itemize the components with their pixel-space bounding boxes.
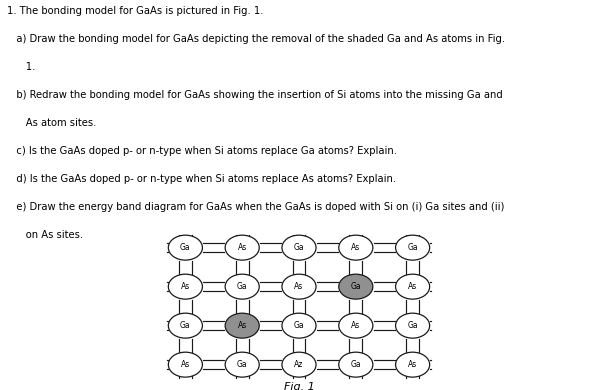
Text: As: As <box>351 243 361 252</box>
Ellipse shape <box>282 352 316 377</box>
Text: Ga: Ga <box>350 360 361 369</box>
Ellipse shape <box>225 235 260 260</box>
Text: Fig. 1: Fig. 1 <box>283 382 315 390</box>
Text: Ga: Ga <box>180 243 191 252</box>
Text: As: As <box>351 321 361 330</box>
Text: Ga: Ga <box>237 360 248 369</box>
Text: As: As <box>408 360 417 369</box>
Text: e) Draw the energy band diagram for GaAs when the GaAs is doped with Si on (i) G: e) Draw the energy band diagram for GaAs… <box>7 202 505 213</box>
Ellipse shape <box>395 274 429 299</box>
Ellipse shape <box>225 352 260 377</box>
Ellipse shape <box>282 313 316 338</box>
Ellipse shape <box>395 313 429 338</box>
Ellipse shape <box>225 313 260 338</box>
Text: Ga: Ga <box>407 321 418 330</box>
Text: Ga: Ga <box>237 282 248 291</box>
Text: As atom sites.: As atom sites. <box>7 118 96 128</box>
Ellipse shape <box>169 313 202 338</box>
Ellipse shape <box>338 313 373 338</box>
Text: As: As <box>294 282 304 291</box>
Text: 1.: 1. <box>7 62 35 72</box>
Text: As: As <box>181 282 190 291</box>
Ellipse shape <box>225 274 260 299</box>
Text: Ga: Ga <box>350 282 361 291</box>
Ellipse shape <box>338 274 373 299</box>
Ellipse shape <box>169 352 202 377</box>
Text: As: As <box>408 282 417 291</box>
Text: a) Draw the bonding model for GaAs depicting the removal of the shaded Ga and As: a) Draw the bonding model for GaAs depic… <box>7 34 505 44</box>
Text: d) Is the GaAs doped p- or n-type when Si atoms replace As atoms? Explain.: d) Is the GaAs doped p- or n-type when S… <box>7 174 396 184</box>
Text: Ga: Ga <box>294 321 304 330</box>
Text: Az: Az <box>294 360 304 369</box>
Text: 1. The bonding model for GaAs is pictured in Fig. 1.: 1. The bonding model for GaAs is picture… <box>7 6 264 16</box>
Text: Ga: Ga <box>294 243 304 252</box>
Ellipse shape <box>395 235 429 260</box>
Ellipse shape <box>338 235 373 260</box>
Text: As: As <box>237 243 247 252</box>
Ellipse shape <box>282 274 316 299</box>
Ellipse shape <box>395 352 429 377</box>
Text: As: As <box>237 321 247 330</box>
Ellipse shape <box>169 274 202 299</box>
Text: b) Redraw the bonding model for GaAs showing the insertion of Si atoms into the : b) Redraw the bonding model for GaAs sho… <box>7 90 503 100</box>
Text: on As sites.: on As sites. <box>7 230 83 241</box>
Text: Ga: Ga <box>180 321 191 330</box>
Ellipse shape <box>282 235 316 260</box>
Text: As: As <box>181 360 190 369</box>
Ellipse shape <box>338 352 373 377</box>
Text: c) Is the GaAs doped p- or n-type when Si atoms replace Ga atoms? Explain.: c) Is the GaAs doped p- or n-type when S… <box>7 146 397 156</box>
Ellipse shape <box>169 235 202 260</box>
Text: Ga: Ga <box>407 243 418 252</box>
